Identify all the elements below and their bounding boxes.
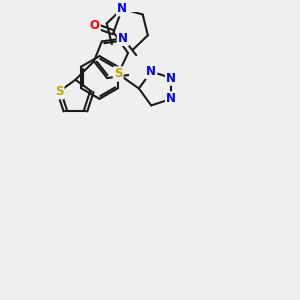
- Text: N: N: [166, 71, 176, 85]
- Text: N: N: [117, 2, 127, 15]
- Text: O: O: [89, 19, 100, 32]
- Text: N: N: [166, 92, 176, 105]
- Text: S: S: [114, 68, 122, 80]
- Text: S: S: [55, 85, 63, 98]
- Text: N: N: [146, 65, 156, 78]
- Text: N: N: [118, 32, 128, 45]
